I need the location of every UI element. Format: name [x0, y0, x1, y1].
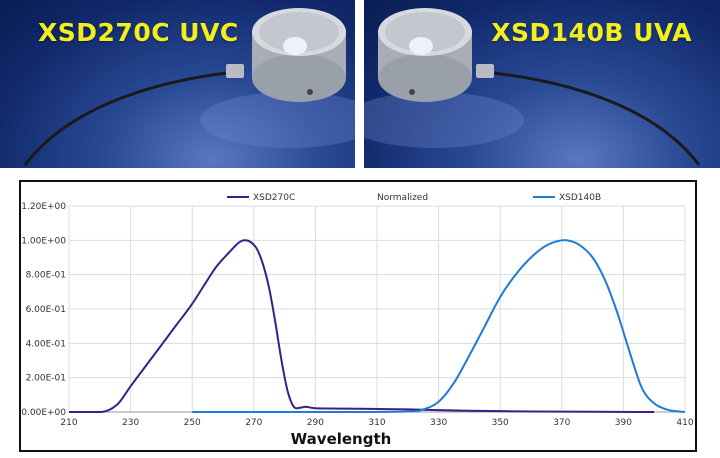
x-tick-label: 310 — [368, 418, 385, 428]
x-tick-label: 250 — [184, 418, 201, 428]
x-tick-label: 390 — [615, 418, 632, 428]
x-tick-label: 290 — [307, 418, 324, 428]
photo-title-right: XSD140B UVA — [491, 18, 692, 47]
y-tick-label: 0.00E+00 — [21, 408, 66, 418]
photo-xsd140b: XSD140B UVA — [364, 0, 720, 168]
x-tick-label: 270 — [245, 418, 262, 428]
x-tick-label: 330 — [430, 418, 447, 428]
series-lines — [68, 239, 686, 414]
photo-title-left: XSD270C UVC — [38, 18, 239, 47]
chart-frame: 210 230 250 270 290 310 330 350 370 390 410 0.00E+0… — [19, 180, 697, 452]
spectral-response-chart: 210 230 250 270 290 310 330 350 370 390 410 0.00E+0… — [21, 193, 694, 448]
axes: 210 230 250 270 290 310 330 350 370 390 410 0.00E+0… — [21, 202, 694, 428]
x-tick-label: 350 — [492, 418, 509, 428]
y-tick-label: 6.00E-01 — [26, 305, 66, 315]
x-tick-label: 410 — [676, 418, 693, 428]
legend-label-xsd140b: XSD140B — [559, 193, 601, 203]
y-tick-label: 8.00E-01 — [26, 271, 66, 281]
sensor-photo-illustration — [23, 8, 355, 166]
y-tick-label: 4.00E-01 — [26, 339, 66, 349]
series-line-xsd140b — [192, 239, 686, 414]
photo-xsd270c: XSD270C UVC — [0, 0, 355, 168]
y-tick-label: 2.00E-01 — [26, 374, 66, 384]
series-line-xsd270c — [68, 239, 655, 414]
legend-label-xsd270c: XSD270C — [253, 193, 295, 203]
legend: XSD270C Normalized XSD140B — [227, 193, 601, 203]
y-tick-label: 1.20E+00 — [21, 202, 66, 212]
x-tick-label: 230 — [122, 418, 139, 428]
x-axis-title: Wavelength — [291, 430, 392, 448]
gridlines — [68, 205, 686, 413]
x-tick-label: 370 — [553, 418, 570, 428]
x-tick-label: 210 — [60, 418, 77, 428]
sensor-photo-illustration — [364, 8, 701, 166]
y-tick-label: 1.00E+00 — [21, 236, 66, 246]
chart-title: Normalized — [377, 193, 428, 203]
